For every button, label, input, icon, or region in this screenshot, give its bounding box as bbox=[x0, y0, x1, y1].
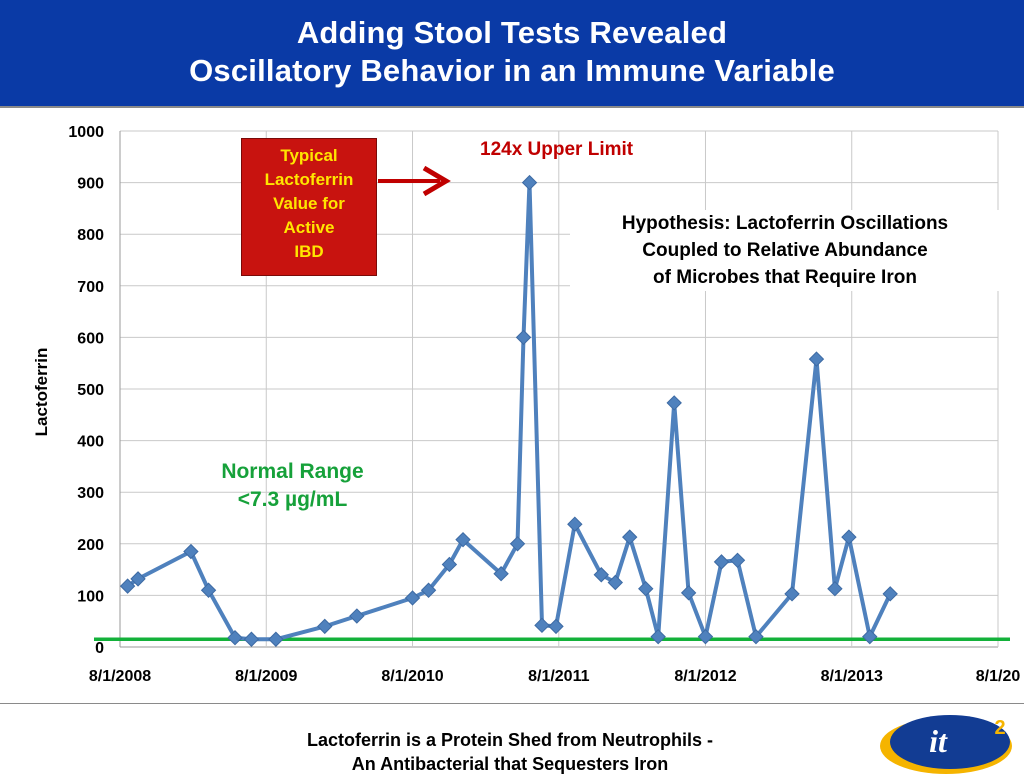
y-tick-label: 400 bbox=[77, 434, 104, 451]
footer-line1: Lactoferrin is a Protein Shed from Neutr… bbox=[306, 730, 714, 750]
x-tick-label: 8/1/2008 bbox=[89, 668, 151, 685]
x-tick-label: 8/1/2009 bbox=[235, 668, 297, 685]
data-point bbox=[404, 590, 421, 606]
y-tick-label: 600 bbox=[77, 330, 104, 347]
data-point bbox=[638, 580, 654, 597]
footer-line2: An Antibacterial that Sequesters Iron bbox=[351, 754, 669, 774]
typical-box-line: IBD bbox=[294, 242, 324, 261]
it2-logo: it 2 bbox=[880, 715, 1012, 774]
hypothesis-line: Coupled to Relative Abundance bbox=[642, 240, 928, 261]
data-point bbox=[534, 617, 550, 634]
slide-title-line2: Oscillatory Behavior in an Immune Variab… bbox=[189, 53, 835, 88]
data-point bbox=[784, 586, 800, 602]
normal-range-label: Normal Range <7.3 µg/mL bbox=[190, 458, 395, 514]
annotation-arrow bbox=[378, 165, 451, 197]
data-point bbox=[521, 174, 538, 191]
data-point bbox=[593, 567, 609, 583]
data-point bbox=[666, 395, 682, 411]
data-point bbox=[650, 628, 666, 645]
data-point bbox=[130, 571, 146, 587]
data-point bbox=[729, 552, 746, 569]
data-point bbox=[455, 531, 471, 548]
data-point bbox=[349, 608, 365, 624]
data-point bbox=[420, 582, 437, 598]
series-layer bbox=[119, 174, 898, 647]
typical-box-line: Active bbox=[283, 218, 335, 237]
data-point bbox=[862, 628, 878, 645]
data-point bbox=[493, 566, 509, 582]
data-point bbox=[183, 543, 199, 560]
data-point bbox=[243, 631, 260, 647]
plot-frame bbox=[0, 106, 1024, 704]
typical-value-box: Typical Lactoferrin Value for Active IBD bbox=[241, 138, 377, 276]
data-point bbox=[827, 580, 843, 597]
tick-labels: 0 100 200 300 400 500 600 700 800 900 1000 8/1/2008… bbox=[68, 124, 1020, 685]
data-point bbox=[567, 516, 583, 532]
logo-text: it bbox=[929, 723, 948, 759]
x-tick-label: 8/1/20 bbox=[976, 668, 1021, 685]
data-point bbox=[808, 351, 825, 367]
data-point bbox=[119, 578, 136, 594]
data-point bbox=[317, 618, 333, 635]
y-tick-label: 900 bbox=[77, 176, 104, 193]
y-tick-label: 700 bbox=[77, 279, 104, 296]
y-tick-label: 100 bbox=[77, 588, 104, 605]
hypothesis-text: Hypothesis: Lactoferrin Oscillations Cou… bbox=[570, 210, 1000, 291]
y-tick-label: 1000 bbox=[68, 124, 104, 141]
typical-box-line: Value for bbox=[273, 194, 345, 213]
hypothesis-line: of Microbes that Require Iron bbox=[653, 267, 917, 288]
data-point bbox=[680, 585, 697, 601]
data-point bbox=[748, 628, 764, 645]
data-point bbox=[841, 529, 857, 545]
x-tick-label: 8/1/2010 bbox=[381, 668, 443, 685]
slide-header: Adding Stool Tests Revealed Oscillatory … bbox=[0, 0, 1024, 106]
data-point bbox=[441, 556, 458, 573]
typical-box-line: Lactoferrin bbox=[264, 170, 354, 189]
data-point bbox=[697, 628, 714, 645]
slide-title-line1: Adding Stool Tests Revealed bbox=[296, 15, 728, 50]
data-point bbox=[200, 582, 217, 598]
data-point bbox=[268, 631, 284, 647]
footer-caption: Lactoferrin is a Protein Shed from Neutr… bbox=[200, 728, 820, 776]
logo-superscript: 2 bbox=[994, 717, 1005, 739]
y-tick-label: 0 bbox=[95, 640, 104, 657]
normal-range-line: <7.3 µg/mL bbox=[237, 488, 348, 511]
y-tick-label: 300 bbox=[77, 485, 104, 502]
y-tick-label: 200 bbox=[77, 537, 104, 554]
data-point bbox=[515, 329, 532, 346]
data-point bbox=[607, 574, 624, 591]
data-point bbox=[622, 529, 638, 545]
y-tick-label: 800 bbox=[77, 227, 104, 244]
typical-box-line: Typical bbox=[280, 146, 338, 165]
x-tick-label: 8/1/2012 bbox=[674, 668, 736, 685]
x-tick-label: 8/1/2011 bbox=[528, 668, 590, 685]
y-axis-label: Lactoferrin bbox=[32, 348, 51, 437]
x-tick-label: 8/1/2013 bbox=[821, 668, 883, 685]
data-point bbox=[548, 618, 564, 635]
data-point bbox=[227, 630, 243, 646]
data-point bbox=[882, 586, 898, 602]
data-point bbox=[713, 554, 730, 570]
hypothesis-line: Hypothesis: Lactoferrin Oscillations bbox=[621, 213, 949, 234]
normal-range-line: Normal Range bbox=[221, 460, 364, 483]
y-tick-label: 500 bbox=[77, 382, 104, 399]
data-point bbox=[509, 536, 526, 552]
upper-limit-label: 124x Upper Limit bbox=[480, 139, 634, 160]
